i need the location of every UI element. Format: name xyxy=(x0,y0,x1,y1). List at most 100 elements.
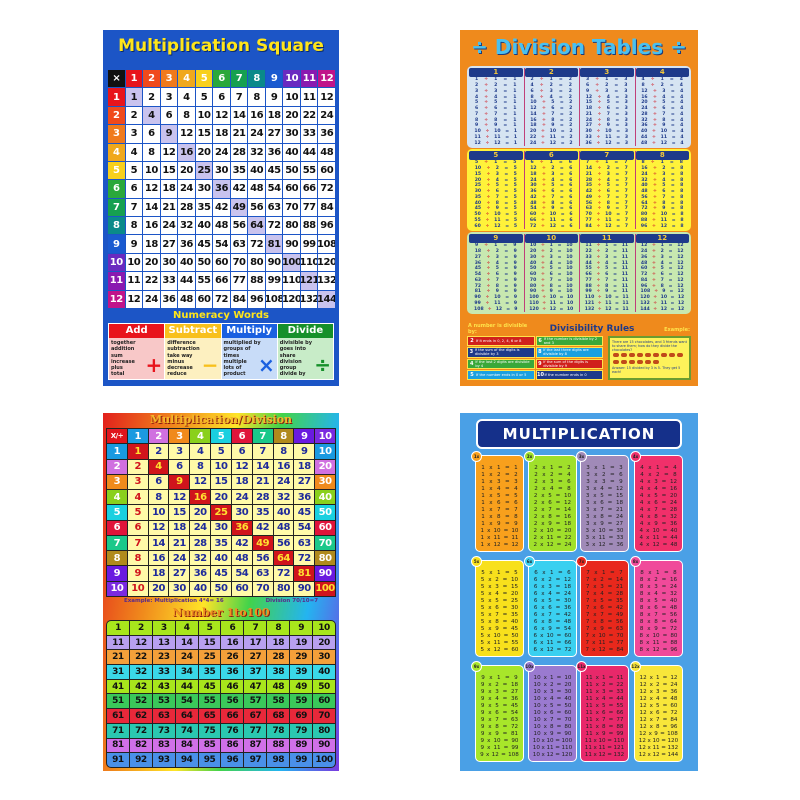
product: 42 xyxy=(564,612,572,618)
grid-cell: 9 xyxy=(265,88,283,106)
equals: = xyxy=(661,514,667,521)
equals: = xyxy=(558,478,563,485)
product: 72 xyxy=(670,709,678,716)
divide-icon: ÷ xyxy=(486,189,491,195)
factor: 12 xyxy=(638,745,646,752)
example-multiplication: Example: Multiplication 4*4= 16 xyxy=(123,598,224,604)
divisor: 12 xyxy=(660,140,668,146)
division-row: 30 ÷ 5 = 6 xyxy=(525,183,579,189)
product: 70 xyxy=(564,717,572,723)
grid-cell: 81 xyxy=(294,566,315,581)
division-row: 63 ÷ 7 = 9 xyxy=(469,278,523,284)
multiplier: 2 xyxy=(495,681,499,688)
multiplication-row: 10 x 6 = 60 xyxy=(532,709,573,716)
product: 56 xyxy=(616,619,624,626)
multiplication-row: 6 x 8 = 48 xyxy=(532,619,573,626)
multiplication-row: 10 x 1 = 10 xyxy=(532,674,573,681)
dividend: 4 xyxy=(475,94,479,100)
divide-icon: ÷ xyxy=(541,106,546,112)
multiplier: 4 xyxy=(600,590,604,597)
quotient: 10 xyxy=(566,266,573,272)
equals: = xyxy=(662,688,668,695)
multiplication-row: 7 x 2 = 14 xyxy=(584,576,625,583)
multiplier: 9 xyxy=(654,521,658,528)
grid-cell: 54 xyxy=(265,180,283,198)
grid-cell: 56 xyxy=(252,551,273,566)
column-header: 9 xyxy=(265,70,283,88)
multiplier: 9 xyxy=(600,626,604,633)
divide-icon: ÷ xyxy=(653,306,658,312)
grid-cell: 36 xyxy=(160,290,178,308)
divisor: 1 xyxy=(494,77,498,83)
times-icon: x xyxy=(543,731,547,738)
product: 108 xyxy=(508,752,519,759)
equals: = xyxy=(607,612,613,618)
dividend: 4 xyxy=(641,77,645,83)
multiplier: 11 xyxy=(546,745,554,752)
multiplication-row: 3 x 4 = 12 xyxy=(584,485,625,492)
equals: = xyxy=(615,111,620,117)
grid-cell: 27 xyxy=(169,566,190,581)
multiplication-row: 9 x 4 = 36 xyxy=(479,695,520,702)
column-header: 6 xyxy=(213,70,230,88)
quotient: 4 xyxy=(679,77,683,83)
multiplier: 1 xyxy=(497,464,501,471)
division-row: 66 ÷ 6 = 11 xyxy=(580,272,634,278)
quotient: 9 xyxy=(513,300,518,306)
number-cell: 34 xyxy=(175,665,198,679)
quotient: 6 xyxy=(569,200,573,206)
number-cell: 22 xyxy=(129,650,152,665)
word-item: sum xyxy=(111,352,123,359)
example-division: Division 70/10=7 xyxy=(265,598,319,604)
number-cell: 80 xyxy=(313,723,335,738)
division-row: 77 ÷ 7 = 11 xyxy=(580,278,634,284)
division-table: 8 8 ÷ 1 = 8 16 ÷ 2 = 8 24 ÷ 3 = 8 32 ÷ 4 = 8 40 ÷ 5 = 8 48 ÷ 6 = 8 56 ÷ 7… xyxy=(634,151,689,229)
dividend: 7 xyxy=(475,111,479,117)
quotient: 1 xyxy=(513,123,517,129)
product: 24 xyxy=(564,542,572,549)
equals: = xyxy=(668,283,673,289)
example-label: Example: xyxy=(664,327,690,333)
factor: 8 xyxy=(639,612,644,618)
rule-item: 5 If the number ends in 0 or 5 xyxy=(467,369,535,380)
row-header: 3 xyxy=(107,474,127,490)
multiplier: 11 xyxy=(652,745,660,752)
number-1-to-100-grid: 1 2 3 4 5 6 7 8 9 10 11 12 13 14 15 16 17 18 19 20 21 22 23 24 2… xyxy=(106,620,336,768)
equals: = xyxy=(558,77,563,83)
divisor: 8 xyxy=(551,117,555,123)
multiplier: 7 xyxy=(548,507,552,513)
equals: = xyxy=(555,576,561,583)
division-table: 7 7 ÷ 1 = 7 14 ÷ 2 = 7 21 ÷ 3 = 7 28 ÷ 4 = 7 35 ÷ 5 = 7 42 ÷ 6 = 7 49 ÷ 7… xyxy=(579,151,634,229)
times-icon: x xyxy=(593,507,597,513)
multiplier: 6 xyxy=(550,709,554,716)
number-cell: 31 xyxy=(107,665,129,679)
equals: = xyxy=(615,300,619,306)
equals: = xyxy=(670,183,675,189)
multiplier: 2 xyxy=(654,576,658,583)
multiplication-row: 10 x 10 = 100 xyxy=(532,738,573,745)
division-row: 77 ÷ 11 = 7 xyxy=(580,218,634,224)
divide-icon: ÷ xyxy=(596,134,601,140)
quotient: 12 xyxy=(677,283,684,289)
dividend: 21 xyxy=(585,111,593,117)
product: 12 xyxy=(564,499,572,506)
grid-cell: 4 xyxy=(125,143,143,161)
times-icon: x xyxy=(593,492,597,499)
factor: 2 xyxy=(534,464,538,471)
divisor: 5 xyxy=(606,183,610,189)
grid-cell: 28 xyxy=(178,198,195,217)
multiplication-row: 9 x 1 = 9 xyxy=(479,674,520,681)
equals: = xyxy=(607,604,613,611)
row-header: 1 xyxy=(107,444,127,459)
word-item: reduce xyxy=(167,371,187,378)
multiplication-row: 12 x 11 = 132 xyxy=(638,745,679,752)
equals: = xyxy=(671,140,676,146)
grid-cell: 2 xyxy=(148,444,169,459)
row-header: 12 xyxy=(108,290,125,308)
times-icon: x xyxy=(543,681,547,688)
times-icon: x xyxy=(541,583,545,590)
division-row: 30 ÷ 10 = 3 xyxy=(580,129,634,135)
factor: 2 xyxy=(534,471,538,478)
times-table-card: 10x 10 x 1 = 10 10 x 2 = 20 10 x 3 = 30 10 x 4 = 40 10 x 5 = 50 10… xyxy=(524,661,577,762)
quotient: 4 xyxy=(680,117,684,123)
